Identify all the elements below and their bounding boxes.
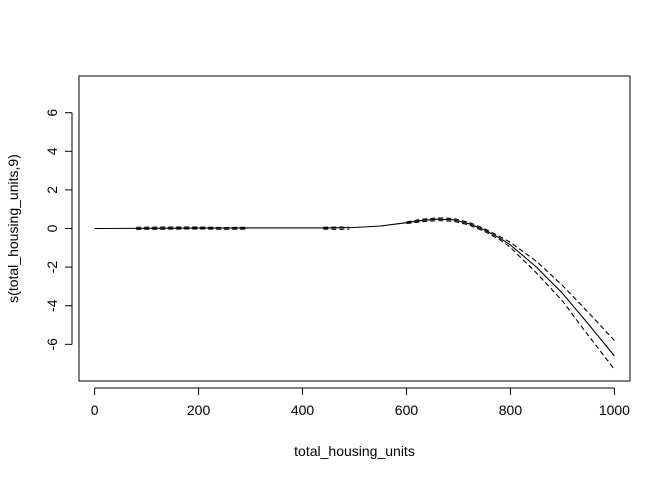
y-tick-label: -6 [44, 338, 60, 351]
x-axis: 0 200 400 600 800 1000 [91, 387, 630, 418]
x-tick-label: 1000 [599, 402, 630, 418]
confidence-band-line-1 [136, 226, 246, 229]
series-layer [94, 217, 615, 370]
y-axis-title: s(total_housing_units,9) [5, 154, 21, 303]
x-tick-label: 800 [499, 402, 523, 418]
smooth-fit-line-0 [94, 218, 615, 357]
y-tick-label: 4 [44, 147, 60, 155]
y-tick-label: 0 [44, 224, 60, 232]
confidence-band-line-5 [406, 217, 615, 341]
x-tick-label: 400 [291, 402, 315, 418]
x-axis-title: total_housing_units [294, 443, 415, 459]
x-tick-label: 0 [91, 402, 99, 418]
y-tick-label: 6 [44, 109, 60, 117]
x-tick-label: 600 [395, 402, 419, 418]
confidence-band-line-6 [406, 220, 615, 370]
y-tick-label: 2 [44, 186, 60, 194]
y-tick-label: -2 [44, 261, 60, 274]
y-tick-label: -4 [44, 299, 60, 312]
y-axis: -6 -4 -2 0 2 4 6 [44, 109, 73, 351]
plot-box [78, 75, 631, 382]
x-tick-label: 200 [187, 402, 211, 418]
